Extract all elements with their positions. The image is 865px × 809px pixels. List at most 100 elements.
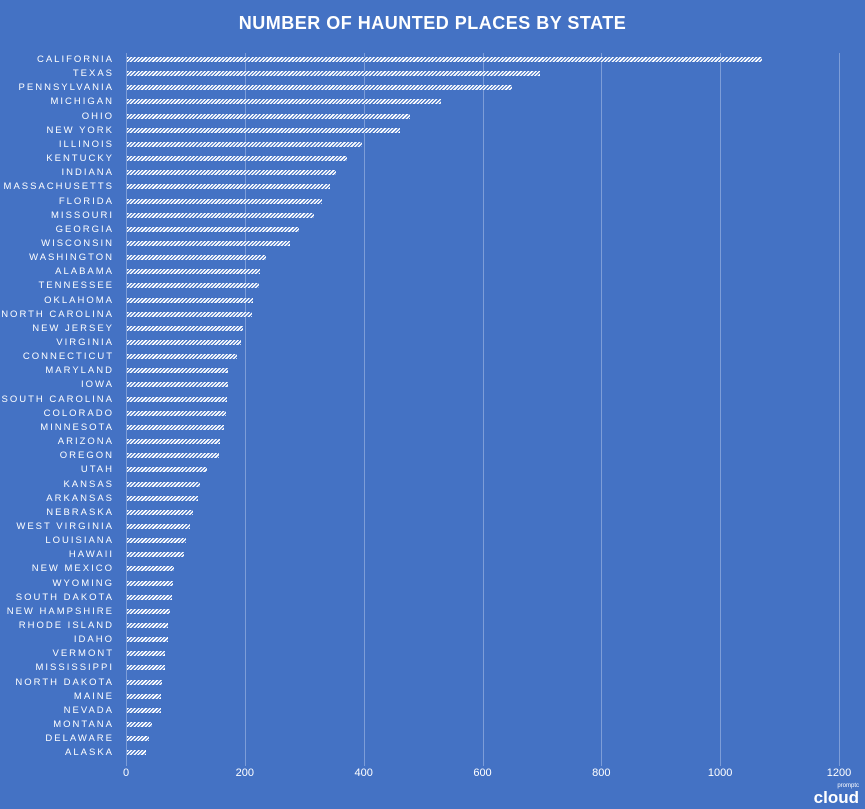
category-label: SOUTH CAROLINA	[1, 393, 114, 405]
bar-row: NEW HAMPSHIRE	[0, 605, 865, 619]
bar	[127, 736, 149, 742]
bar	[127, 750, 146, 756]
bar-row: MARYLAND	[0, 364, 865, 378]
bar-row: UTAH	[0, 463, 865, 477]
bar	[127, 679, 163, 685]
category-label: RHODE ISLAND	[18, 620, 114, 631]
category-label: VIRGINIA	[56, 337, 114, 348]
category-label: ARKANSAS	[46, 492, 114, 504]
x-tick-label: 800	[592, 767, 611, 779]
bar-row: IDAHO	[0, 633, 865, 647]
category-label: MISSOURI	[51, 209, 114, 221]
bar-row: MICHIGAN	[0, 95, 865, 109]
bar	[127, 198, 322, 204]
bar	[127, 495, 199, 501]
bar-row: NEBRASKA	[0, 506, 865, 520]
bar	[127, 552, 185, 558]
category-label: COLORADO	[43, 407, 114, 419]
category-label: NORTH CAROLINA	[1, 308, 114, 320]
category-label: PENNSYLVANIA	[18, 82, 114, 94]
category-label: NEVADA	[63, 704, 114, 716]
bar	[127, 580, 173, 586]
bar-row: OREGON	[0, 449, 865, 463]
bar-row: OKLAHOMA	[0, 294, 865, 308]
bar-row: WEST VIRGINIA	[0, 520, 865, 534]
gridline	[363, 53, 365, 766]
category-label: SOUTH DAKOTA	[15, 591, 114, 603]
bar-row: NORTH CAROLINA	[0, 308, 865, 322]
bar	[127, 255, 267, 261]
bar	[127, 340, 242, 345]
bar	[127, 651, 166, 657]
bar	[127, 693, 161, 699]
bar-row: GEORGIA	[0, 223, 865, 237]
category-label: IOWA	[81, 379, 114, 391]
category-label: KANSAS	[63, 478, 114, 490]
bar-row: ILLINOIS	[0, 138, 865, 152]
category-label: CALIFORNIA	[36, 54, 114, 65]
bar-row: COLORADO	[0, 407, 865, 421]
category-label: WYOMING	[52, 577, 114, 589]
gridline	[126, 53, 127, 766]
plot-area: CALIFORNIA TEXAS PENNSYLVANIA MICHIGAN OHIO N…	[1, 53, 840, 766]
category-label: TENNESSEE	[38, 280, 114, 292]
bar-row: PENNSYLVANIA	[0, 81, 865, 95]
bar	[127, 184, 331, 190]
gridline	[720, 53, 722, 766]
bar-row: WISCONSIN	[0, 237, 865, 251]
bar-row: ALABAMA	[0, 265, 865, 279]
bar	[127, 637, 168, 643]
bar	[127, 141, 363, 147]
category-label: KENTUCKY	[46, 153, 114, 165]
bar-row: MINNESOTA	[0, 421, 865, 435]
category-label: OHIO	[81, 110, 114, 122]
bar-row: HAWAII	[0, 548, 865, 562]
bar	[127, 170, 337, 176]
watermark-big: cloud	[813, 788, 859, 807]
watermark-logo: promptc cloud	[814, 783, 859, 806]
gridline	[482, 53, 484, 766]
bar	[127, 354, 237, 360]
category-label: ILLINOIS	[58, 138, 114, 150]
category-label: WISCONSIN	[41, 237, 114, 249]
category-label: MICHIGAN	[50, 96, 114, 108]
category-label: TEXAS	[72, 68, 114, 80]
category-label: FLORIDA	[58, 195, 114, 207]
bar-row: ARIZONA	[0, 435, 865, 449]
x-tick-label: 1200	[826, 767, 852, 779]
bar-row: INDIANA	[0, 166, 865, 180]
bar-row: MISSISSIPPI	[0, 661, 865, 675]
bar-row: NEVADA	[0, 704, 865, 718]
category-label: MARYLAND	[45, 365, 114, 377]
bar	[127, 382, 228, 388]
category-label: WASHINGTON	[29, 252, 114, 264]
bar-row: RHODE ISLAND	[0, 619, 865, 633]
bar-row: FLORIDA	[0, 195, 865, 209]
bar	[127, 269, 261, 275]
bar	[127, 410, 227, 416]
category-label: GEORGIA	[55, 223, 114, 235]
category-label: INDIANA	[61, 167, 114, 179]
bar-row: WASHINGTON	[0, 251, 865, 265]
category-label: MONTANA	[53, 719, 114, 731]
bar	[127, 127, 401, 133]
bar-row: WYOMING	[0, 577, 865, 591]
category-label: WEST VIRGINIA	[16, 520, 114, 532]
category-label: CONNECTICUT	[22, 351, 114, 363]
bar-row: CONNECTICUT	[0, 350, 865, 364]
bar	[127, 311, 253, 317]
bar	[127, 623, 168, 628]
bar	[127, 481, 201, 487]
bar-row: MONTANA	[0, 718, 865, 732]
bar-row: ALASKA	[0, 746, 865, 760]
x-tick-label: 400	[354, 767, 373, 779]
bar-row: CALIFORNIA	[0, 53, 865, 67]
x-tick-label: 600	[473, 767, 492, 779]
bar-row: LOUISIANA	[0, 534, 865, 548]
bar-row: VERMONT	[0, 647, 865, 661]
gridline	[839, 53, 840, 766]
chart-title: NUMBER OF HAUNTED PLACES BY STATE	[238, 13, 627, 33]
bar	[127, 453, 220, 459]
bar	[127, 665, 166, 671]
category-label: OKLAHOMA	[44, 294, 114, 306]
